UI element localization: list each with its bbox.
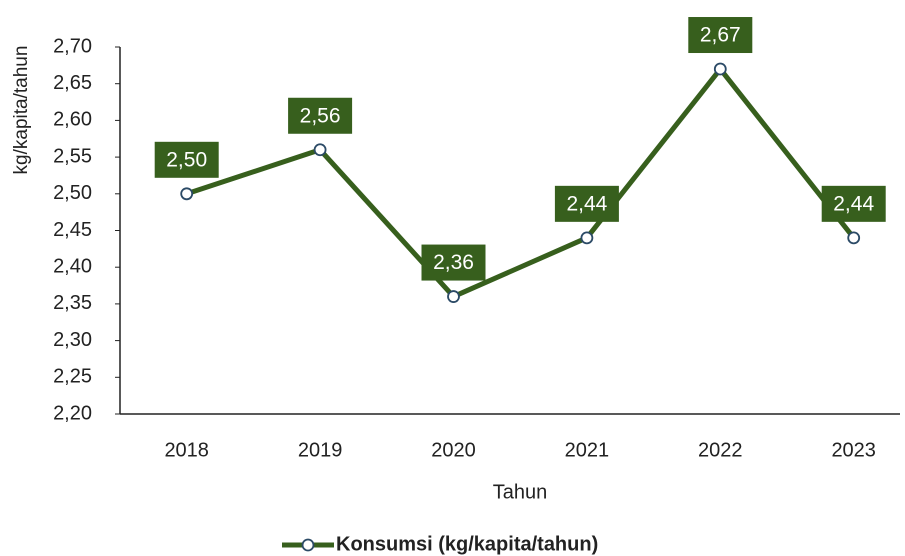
data-point	[313, 143, 327, 157]
data-line	[185, 66, 856, 300]
legend-label: Konsumsi (kg/kapita/tahun)	[336, 533, 598, 555]
data-label: 2,44	[566, 192, 607, 215]
x-axis-title: Tahun	[493, 481, 548, 503]
data-label: 2,67	[700, 24, 741, 47]
data-label: 2,50	[166, 148, 207, 171]
y-tick-label: 2,55	[53, 145, 92, 167]
data-point	[580, 231, 594, 245]
y-tick-label: 2,50	[53, 182, 92, 204]
x-tick-label: 2020	[431, 439, 476, 461]
data-label-box	[554, 185, 619, 222]
data-label-box	[688, 17, 753, 54]
data-label-box	[154, 141, 219, 178]
data-label: 2,36	[433, 251, 474, 274]
data-label-box	[821, 185, 886, 222]
y-tick-label: 2,35	[53, 292, 92, 314]
x-tick-label: 2018	[164, 439, 209, 461]
data-label: 2,44	[833, 192, 874, 215]
y-tick-label: 2,45	[53, 219, 92, 241]
legend-marker	[301, 538, 315, 552]
data-point	[713, 62, 727, 76]
y-tick-label: 2,25	[53, 366, 92, 388]
x-tick-label: 2022	[698, 439, 743, 461]
y-tick-label: 2,40	[53, 255, 92, 277]
data-label: 2,56	[300, 104, 341, 127]
y-tick-label: 2,70	[53, 35, 92, 57]
data-point	[180, 187, 194, 201]
y-tick-label: 2,20	[53, 402, 92, 424]
data-point	[847, 231, 861, 245]
data-label-box	[288, 97, 353, 134]
y-tick-label: 2,30	[53, 329, 92, 351]
data-point	[447, 290, 460, 303]
x-tick-label: 2023	[831, 439, 876, 461]
y-tick-label: 2,65	[53, 72, 92, 94]
x-tick-label: 2021	[565, 439, 610, 461]
y-tick-label: 2,60	[53, 109, 92, 131]
y-axis-title: kg/kapita/tahun	[11, 46, 32, 175]
data-label-box	[421, 244, 486, 281]
x-tick-label: 2019	[298, 439, 343, 461]
